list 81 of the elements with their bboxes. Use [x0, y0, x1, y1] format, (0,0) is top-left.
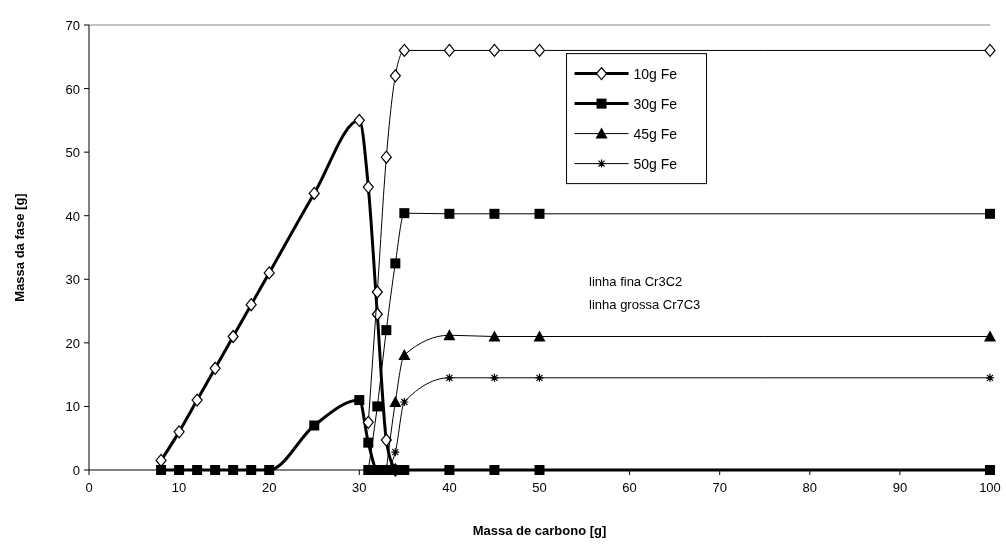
y-tick-label: 50 [65, 145, 80, 161]
point [985, 373, 995, 383]
point [399, 397, 409, 407]
point [228, 465, 239, 475]
point [174, 465, 185, 475]
y-tick-label: 20 [65, 335, 80, 351]
annotation: linha grossa Cr7C3 [589, 296, 701, 312]
point [533, 330, 546, 342]
point [488, 43, 501, 58]
point [489, 465, 500, 475]
x-tick-label: 0 [85, 480, 93, 495]
point [263, 266, 275, 280]
point [380, 150, 392, 164]
point [227, 329, 239, 344]
point [173, 425, 185, 439]
point [362, 415, 374, 429]
point [246, 465, 257, 475]
point [389, 69, 401, 83]
x-tick-label: 80 [802, 480, 818, 495]
point [534, 465, 545, 475]
point [362, 180, 374, 194]
x-tick-label: 30 [352, 480, 367, 495]
legend-label: 45g Fe [633, 125, 678, 142]
x-tick-label: 90 [892, 480, 908, 495]
point [191, 393, 203, 407]
y-tick-label: 70 [65, 18, 80, 33]
x-axis-title: Massa de carbono [g] [472, 523, 607, 538]
point [354, 395, 365, 406]
legend-label: 30g Fe [633, 95, 678, 112]
point [534, 208, 545, 219]
point [380, 433, 392, 447]
point [210, 465, 221, 475]
point [371, 285, 383, 299]
point [444, 465, 455, 475]
point [390, 447, 400, 457]
point [443, 329, 456, 341]
point [353, 113, 365, 127]
point [192, 465, 203, 475]
point [308, 186, 320, 201]
point [398, 43, 410, 58]
x-tick-label: 50 [532, 480, 547, 495]
y-tick-label: 0 [72, 463, 80, 478]
point [533, 43, 546, 58]
y-axis-title: Massa da fase [g] [12, 193, 27, 302]
x-tick-label: 70 [712, 480, 727, 495]
point [443, 43, 455, 58]
point [444, 373, 454, 383]
point [534, 373, 545, 383]
x-tick-label: 20 [261, 480, 277, 495]
legend-label: 50g Fe [633, 155, 678, 172]
point [389, 395, 402, 407]
point [390, 258, 401, 269]
y-tick-label: 40 [65, 208, 80, 224]
point [156, 465, 167, 475]
x-tick-label: 40 [442, 480, 457, 495]
point [245, 298, 257, 312]
point [399, 208, 410, 219]
point [488, 330, 501, 342]
point [444, 208, 455, 219]
y-tick-label: 10 [65, 399, 80, 415]
point [209, 361, 221, 375]
x-tick-label: 100 [979, 480, 1001, 495]
x-tick-label: 60 [622, 480, 637, 495]
point [381, 325, 392, 336]
point [372, 401, 383, 412]
point [399, 465, 410, 475]
point [985, 465, 995, 475]
point [398, 348, 411, 360]
point [985, 208, 995, 219]
point [489, 208, 500, 219]
point [363, 465, 374, 475]
annotation: linha fina Cr3C2 [589, 273, 683, 289]
point [309, 420, 320, 431]
legend-label: 10g Fe [633, 65, 678, 82]
x-tick-label: 10 [171, 480, 187, 495]
point [489, 373, 500, 383]
y-tick-label: 60 [65, 81, 80, 97]
y-tick-label: 30 [65, 272, 80, 288]
point [984, 330, 996, 342]
point [984, 43, 996, 58]
point [264, 465, 275, 475]
